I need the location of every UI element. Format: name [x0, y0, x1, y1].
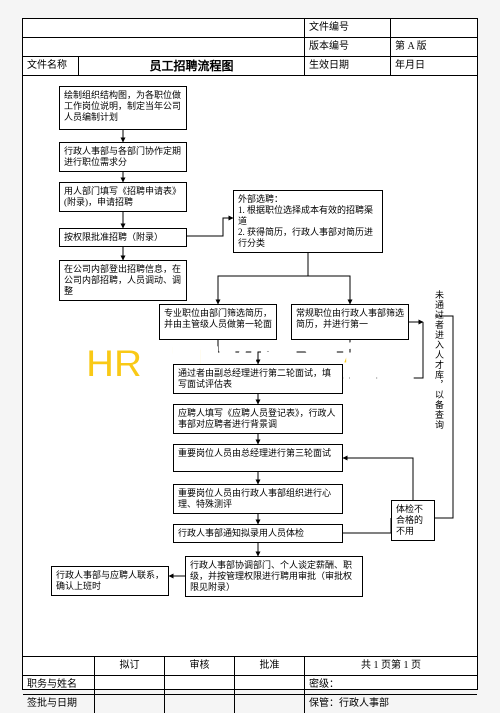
effective-value: 年月日: [391, 57, 477, 75]
flow-node-n1: 绘制组织结构图，为各职位做工作岗位说明，制定当年公司人员编制计划: [59, 86, 187, 130]
flowchart-canvas: HR员工招聘流程图 绘制组织结构图，为各职位做工作岗位说明，制定当年公司人员编制…: [23, 76, 477, 656]
footer-role-row: 职务与姓名 密级：: [23, 675, 477, 694]
flow-node-n5: 在公司内部登出招聘信息，在公司内部招聘，人员调动、调整: [59, 260, 187, 301]
review-label: 审核: [165, 657, 235, 675]
header-row-3: 文件名称 员工招聘流程图 生效日期 年月日: [23, 57, 477, 76]
footer-sign-row: 签批与日期 保管：行政人事部: [23, 694, 477, 713]
pages-label: 共 1 页第 1 页: [305, 657, 477, 675]
flow-node-s2: 常规职位由行政人事部筛选简历，并进行第一: [291, 304, 409, 340]
flow-node-s1: 专业职位由部门筛选简历，并由主管级人员做第一轮面: [159, 304, 277, 340]
flow-node-r2: 体检不合格的不用: [391, 500, 435, 541]
flow-node-n4: 按权限批准招聘（附录）: [59, 228, 187, 247]
flow-node-n3: 用人部门填写《招聘申请表》(附录)，申请招聘: [59, 182, 187, 212]
version-label: 版本编号: [305, 38, 391, 56]
keep-label: 保管：行政人事部: [305, 695, 477, 713]
approve-label: 批准: [235, 657, 305, 675]
flow-node-n10: 行政人事部通知拟录用人员体检: [173, 524, 343, 543]
secret-label: 密级：: [305, 676, 477, 694]
header-row-2: 版本编号 第 A 版: [23, 38, 477, 57]
flow-node-n2: 行政人事部与各部门协作定期进行职位需求分: [59, 142, 187, 172]
header-row-1: 文件编号: [23, 19, 477, 38]
version-value: 第 A 版: [391, 38, 477, 56]
flow-node-n7: 应聘人填写《应聘人员登记表》，行政人事部对应聘者进行背景调: [173, 404, 343, 434]
file-name-label: 文件名称: [23, 57, 79, 75]
flow-node-n11: 行政人事部与应聘人联系，确认上班时: [51, 566, 169, 596]
flow-node-r1: 未通过者进入人才库，以备查询: [433, 290, 444, 430]
doc-no-label: 文件编号: [305, 19, 391, 37]
effective-label: 生效日期: [305, 57, 391, 75]
draft-label: 拟订: [95, 657, 165, 675]
flow-node-n6: 通过者由副总经理进行第二轮面试，填写面试评估表: [173, 364, 343, 394]
page-title: 员工招聘流程图: [79, 57, 305, 75]
flow-node-n9: 重要岗位人员由行政人事部组织进行心理、特殊测评: [173, 484, 343, 514]
flow-node-n8: 重要岗位人员由总经理进行第三轮面试: [173, 444, 343, 472]
flow-node-n12: 行政人事部协调部门、个人谈定薪酬、职级，并按管理权限进行聘用审批（审批权限见附录…: [185, 556, 363, 597]
document-page: 文件编号 版本编号 第 A 版 文件名称 员工招聘流程图 生效日期 年月日 HR…: [22, 18, 478, 690]
footer-columns-row: 拟订 审核 批准 共 1 页第 1 页: [23, 656, 477, 675]
flow-node-ext: 外部选聘：1. 根据职位选择成本有效的招聘渠道2. 获得简历，行政人事部对简历进…: [233, 190, 383, 253]
role-label: 职务与姓名: [23, 676, 95, 694]
sign-label: 签批与日期: [23, 695, 95, 713]
